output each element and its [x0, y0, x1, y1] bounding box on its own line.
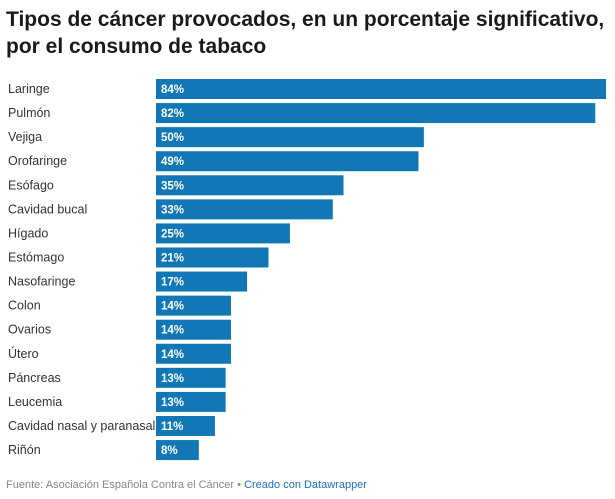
bar — [156, 199, 333, 220]
bar — [156, 415, 215, 436]
bar-row: Estómago 21% — [8, 247, 269, 268]
bar-row: Ovarios 14% — [8, 319, 231, 340]
value-label: 25% — [161, 228, 184, 240]
category-label: Nasofaringe — [8, 275, 75, 289]
category-label: Colon — [8, 299, 41, 313]
bar — [156, 295, 231, 316]
bar — [156, 440, 199, 461]
bar-row: Leucemia 13% — [8, 391, 226, 412]
category-label: Cavidad nasal y paranasal — [8, 419, 155, 433]
category-label: Leucemia — [8, 395, 62, 409]
category-label: Laringe — [8, 82, 50, 96]
bar-row: Esófago 35% — [8, 175, 344, 196]
category-label: Hígado — [8, 226, 48, 240]
value-label: 82% — [161, 108, 184, 120]
value-label: 8% — [161, 445, 178, 457]
bar — [156, 127, 424, 148]
category-label: Orofaringe — [8, 154, 67, 168]
value-label: 84% — [161, 84, 184, 96]
bar — [156, 247, 269, 268]
value-label: 14% — [161, 301, 184, 313]
bar — [156, 367, 226, 388]
bar-row: Colon 14% — [8, 295, 231, 316]
value-label: 13% — [161, 373, 184, 385]
bar — [156, 343, 231, 364]
chart-title: Tipos de cáncer provocados, en un porcen… — [6, 8, 605, 58]
value-label: 35% — [161, 180, 184, 192]
bar-row: Útero 14% — [8, 343, 231, 364]
category-label: Estómago — [8, 250, 64, 264]
bar-row: Cavidad nasal y paranasal 11% — [8, 415, 215, 436]
category-label: Riñón — [8, 443, 41, 457]
value-label: 14% — [161, 325, 184, 337]
bar — [156, 271, 248, 292]
bar-row: Nasofaringe 17% — [8, 271, 248, 292]
value-label: 49% — [161, 156, 184, 168]
category-label: Esófago — [8, 178, 54, 192]
bar — [156, 319, 231, 340]
bar — [156, 151, 419, 172]
bar-row: Pulmón 82% — [8, 103, 596, 124]
bar-row: Laringe 84% — [8, 79, 606, 99]
category-label: Pulmón — [8, 106, 50, 120]
value-label: 13% — [161, 397, 184, 409]
bar-row: Páncreas 13% — [8, 367, 226, 388]
value-label: 21% — [161, 252, 184, 264]
value-label: 17% — [161, 277, 184, 289]
bar-row: Hígado 25% — [8, 223, 290, 244]
category-label: Páncreas — [8, 371, 61, 385]
bar — [156, 223, 290, 244]
bar — [156, 103, 596, 124]
chart-footer: Fuente: Asociación Española Contra el Cá… — [6, 479, 367, 491]
category-label: Útero — [8, 346, 39, 361]
bar — [156, 175, 344, 196]
value-label: 50% — [161, 132, 184, 144]
bar-row: Riñón 8% — [8, 440, 199, 461]
bar-row: Cavidad bucal 33% — [8, 199, 333, 220]
value-label: 11% — [161, 421, 183, 433]
category-label: Cavidad bucal — [8, 202, 87, 216]
footer-separator: • — [237, 479, 241, 491]
source-note: Fuente: Asociación Española Contra el Cá… — [6, 479, 235, 491]
bar — [156, 391, 226, 412]
value-label: 33% — [161, 204, 184, 216]
bar-row: Vejiga 50% — [8, 127, 424, 148]
value-label: 14% — [161, 349, 184, 361]
category-label: Vejiga — [8, 130, 42, 144]
datawrapper-credit-link[interactable]: Creado con Datawrapper — [244, 479, 367, 491]
category-label: Ovarios — [8, 323, 51, 337]
bar — [156, 79, 606, 99]
bar-row: Orofaringe 49% — [8, 151, 419, 172]
